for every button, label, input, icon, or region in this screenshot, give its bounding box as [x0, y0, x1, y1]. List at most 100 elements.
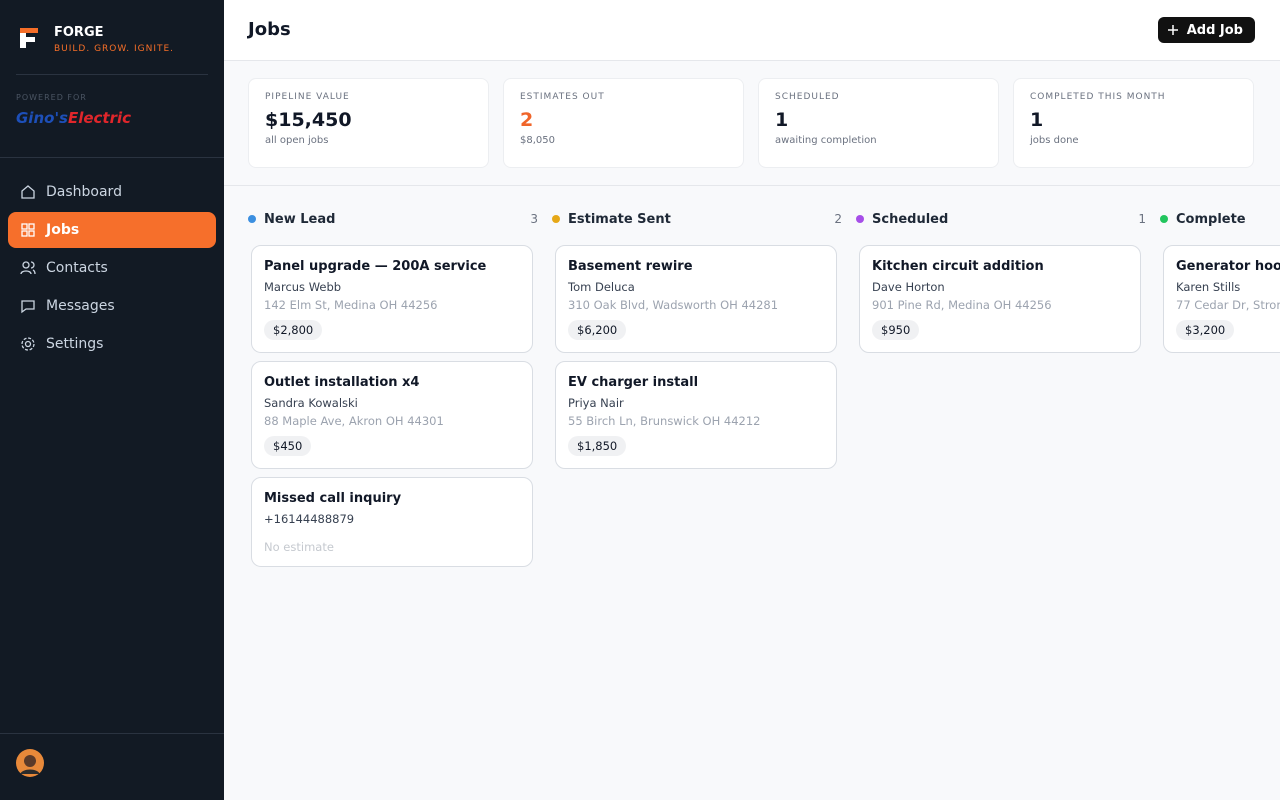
stat-label: SCHEDULED: [775, 92, 840, 102]
column-name: Scheduled: [872, 211, 949, 227]
stat-value: $15,450: [265, 109, 352, 131]
nav-item[interactable]: Dashboard: [8, 174, 216, 210]
column-header: Estimate Sent 2: [552, 209, 842, 229]
job-address: 142 Elm St, Medina OH 44256: [264, 298, 438, 312]
column-header: Complete1: [1160, 209, 1280, 229]
job-note: No estimate: [264, 540, 334, 554]
job-contact: Tom Deluca: [568, 280, 635, 294]
stat-note: jobs done: [1030, 135, 1079, 146]
job-title: EV charger install: [568, 375, 699, 390]
stat-note: all open jobs: [265, 135, 329, 146]
job-contact: Dave Horton: [872, 280, 945, 294]
job-contact: Priya Nair: [568, 396, 624, 410]
nav-label: Dashboard: [46, 184, 122, 200]
nav-icon: [20, 261, 36, 275]
job-address: 77 Cedar Dr, Strong: [1176, 298, 1280, 312]
column-header: Scheduled 1: [856, 209, 1146, 229]
brand-icon: [20, 28, 38, 48]
nav-item[interactable]: Contacts: [8, 250, 216, 286]
column-count: 2: [834, 212, 842, 226]
stat-note: awaiting completion: [775, 135, 877, 146]
stat-card: SCHEDULED 1 awaiting completion: [758, 78, 999, 168]
stat-label: PIPELINE VALUE: [265, 92, 350, 102]
job-card[interactable]: EV charger install Priya Nair 55 Birch Ln,…: [555, 361, 837, 469]
stat-card: PIPELINE VALUE $15,450 all open jobs: [248, 78, 489, 168]
job-title: Generator hooku: [1176, 259, 1280, 274]
job-contact: +16144488879: [264, 512, 355, 526]
amount-row: $6,200: [568, 312, 824, 340]
job-card[interactable]: Missed call inquiry +16144488879 No estima…: [251, 477, 533, 567]
nav-icon: [21, 223, 35, 237]
stat-value: 1: [1030, 109, 1044, 131]
avatar[interactable]: [16, 749, 44, 777]
column-name: Complete: [1176, 211, 1246, 227]
column-name: New Lead: [264, 211, 336, 227]
stat-value: 2: [520, 109, 534, 131]
status-dot: [1160, 215, 1168, 223]
stat-label: COMPLETED THIS MONTH: [1030, 92, 1166, 102]
stat-card: COMPLETED THIS MONTH 1 jobs done: [1013, 78, 1254, 168]
job-amount: $450: [264, 436, 312, 456]
column: Complete1 Generator hooku Karen Stills 77 C…: [1160, 209, 1280, 353]
brand: FORGE: [54, 25, 104, 40]
nav-icon: [21, 337, 35, 351]
column: Estimate Sent 2 Basement rewire Tom Deluca 3…: [552, 209, 842, 469]
nav-icon: [21, 300, 35, 314]
stat-card: ESTIMATES OUT 2 $8,050: [503, 78, 744, 168]
amount-row: $2,800: [264, 312, 520, 340]
header: Jobs Add Job: [224, 0, 1280, 61]
status-dot: [248, 215, 256, 223]
nav-label: Jobs: [46, 222, 80, 238]
sidebar: FORGE BUILD. GROW. IGNITE. POWERED FOR G…: [0, 0, 224, 800]
status-dot: [856, 215, 864, 223]
column-name: Estimate Sent: [568, 211, 671, 227]
divider: [0, 733, 224, 734]
job-card[interactable]: Kitchen circuit addition Dave Horton 901 P…: [859, 245, 1141, 353]
job-contact: Karen Stills: [1176, 280, 1241, 294]
job-amount: $3,200: [1176, 320, 1235, 340]
nav-item[interactable]: Settings: [8, 326, 216, 362]
job-address: 901 Pine Rd, Medina OH 44256: [872, 298, 1052, 312]
nav-label: Messages: [46, 298, 115, 314]
add-job-button[interactable]: Add Job: [1157, 17, 1255, 43]
job-address: 55 Birch Ln, Brunswick OH 44212: [568, 414, 761, 428]
client-logo: Gino'sElectric: [16, 109, 131, 127]
stat-label: ESTIMATES OUT: [520, 92, 605, 102]
column: Scheduled 1 Kitchen circuit addition Dave H…: [856, 209, 1146, 353]
amount-row: $950: [872, 312, 1128, 340]
job-card[interactable]: Panel upgrade — 200A service Marcus Webb 1…: [251, 245, 533, 353]
job-title: Kitchen circuit addition: [872, 259, 1044, 274]
nav-item[interactable]: Jobs: [8, 212, 216, 248]
job-amount: $1,850: [568, 436, 627, 456]
nav-label: Settings: [46, 336, 104, 352]
job-title: Missed call inquiry: [264, 491, 402, 506]
job-title: Basement rewire: [568, 259, 693, 274]
amount-row: $1,850: [568, 428, 824, 456]
job-card[interactable]: Outlet installation x4 Sandra Kowalski 88 …: [251, 361, 533, 469]
column-header: New Lead 3: [248, 209, 538, 229]
job-title: Outlet installation x4: [264, 375, 420, 390]
page-title: Jobs: [248, 19, 291, 40]
job-address: 310 Oak Blvd, Wadsworth OH 44281: [568, 298, 779, 312]
status-dot: [552, 215, 560, 223]
stat-value: 1: [775, 109, 789, 131]
job-amount: $2,800: [264, 320, 323, 340]
amount-row: $3,200: [1176, 312, 1280, 340]
tagline: BUILD. GROW. IGNITE.: [54, 44, 175, 54]
plus-icon: [1167, 25, 1178, 35]
job-card[interactable]: Basement rewire Tom Deluca 310 Oak Blvd, W…: [555, 245, 837, 353]
logo-part: Electric: [67, 109, 132, 127]
logo-part: Gino's: [16, 109, 68, 127]
job-contact: Sandra Kowalski: [264, 396, 358, 410]
nav-label: Contacts: [46, 260, 108, 276]
divider: [0, 157, 224, 158]
amount-row: $450: [264, 428, 520, 456]
column-count: 1: [1138, 212, 1146, 226]
job-card[interactable]: Generator hooku Karen Stills 77 Cedar Dr, …: [1163, 245, 1280, 353]
nav-item[interactable]: Messages: [8, 288, 216, 324]
column-count: 3: [530, 212, 538, 226]
column: New Lead 3 Panel upgrade — 200A service Mar…: [248, 209, 538, 567]
button-label: Add Job: [1186, 22, 1243, 38]
